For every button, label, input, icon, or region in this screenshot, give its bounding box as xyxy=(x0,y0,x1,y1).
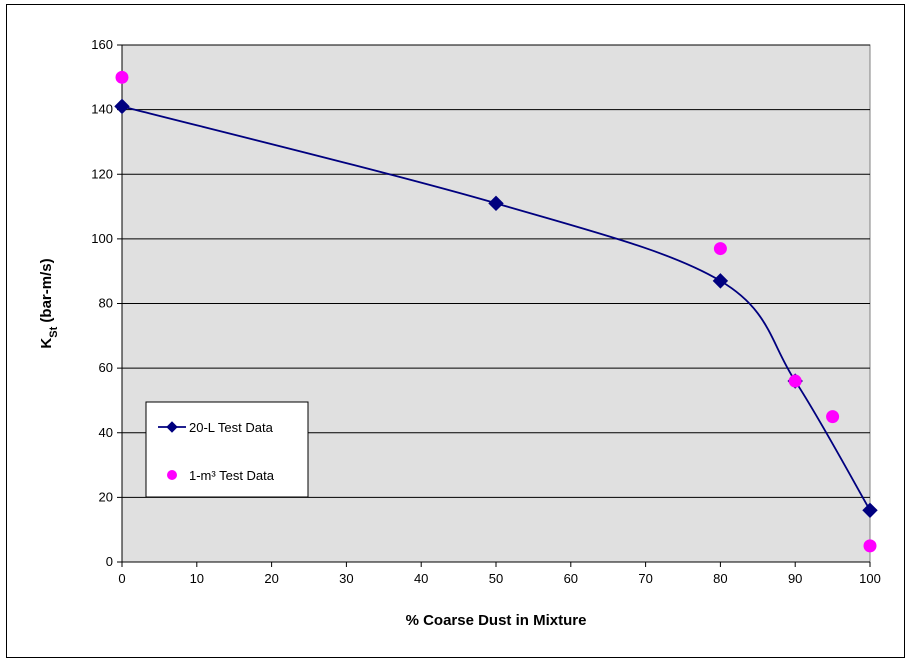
x-tick-label: 80 xyxy=(713,571,727,586)
y-tick-label: 100 xyxy=(91,231,113,246)
x-tick-label: 60 xyxy=(564,571,578,586)
data-point-1m3 xyxy=(788,374,802,388)
data-point-20l xyxy=(862,502,878,519)
y-axis-title: KSt (bar-m/s) xyxy=(38,258,60,348)
x-tick-label: 20 xyxy=(264,571,278,586)
x-axis-title: % Coarse Dust in Mixture xyxy=(406,612,587,629)
series-line-20l xyxy=(121,105,871,511)
legend-marker-20l xyxy=(166,421,178,433)
y-tick-label: 120 xyxy=(91,166,113,181)
data-point-20l xyxy=(488,195,504,212)
y-tick-label: 160 xyxy=(91,37,113,52)
y-axis-title-main: K xyxy=(38,338,55,349)
y-tick-label: 40 xyxy=(99,425,113,440)
legend-marker-1m3 xyxy=(167,470,177,480)
legend-box xyxy=(145,401,309,498)
data-point-20l xyxy=(114,98,130,115)
plot-area: 0 20 40 60 80 100 120 140 160 0 10 20 30 40 50 60 70 80 90… xyxy=(91,37,881,586)
x-tick-label: 30 xyxy=(339,571,353,586)
y-tick-label: 80 xyxy=(99,296,113,311)
legend-label: 20-L Test Data xyxy=(189,420,274,435)
x-tick-label: 10 xyxy=(190,571,204,586)
data-point-1m3 xyxy=(713,242,727,256)
data-point-1m3 xyxy=(826,410,840,424)
y-tick-label: 140 xyxy=(91,102,113,117)
y-axis-title-sub: St xyxy=(48,326,60,337)
data-point-1m3 xyxy=(115,70,129,84)
x-tick-label: 0 xyxy=(118,571,125,586)
x-tick-label: 100 xyxy=(859,571,881,586)
y-axis-title-rest: (bar-m/s) xyxy=(38,258,55,326)
data-point-1m3 xyxy=(863,539,877,553)
x-tick-label: 90 xyxy=(788,571,802,586)
x-tick-label: 70 xyxy=(638,571,652,586)
legend: 20-L Test Data 1-m³ Test Data xyxy=(145,401,309,498)
y-tick-label: 60 xyxy=(99,360,113,375)
data-point-20l xyxy=(712,273,729,289)
x-tick-label: 40 xyxy=(414,571,428,586)
legend-label: 1-m³ Test Data xyxy=(189,468,275,483)
x-tick-label: 50 xyxy=(489,571,503,586)
y-tick-label: 0 xyxy=(106,554,113,569)
y-tick-label: 20 xyxy=(99,489,113,504)
